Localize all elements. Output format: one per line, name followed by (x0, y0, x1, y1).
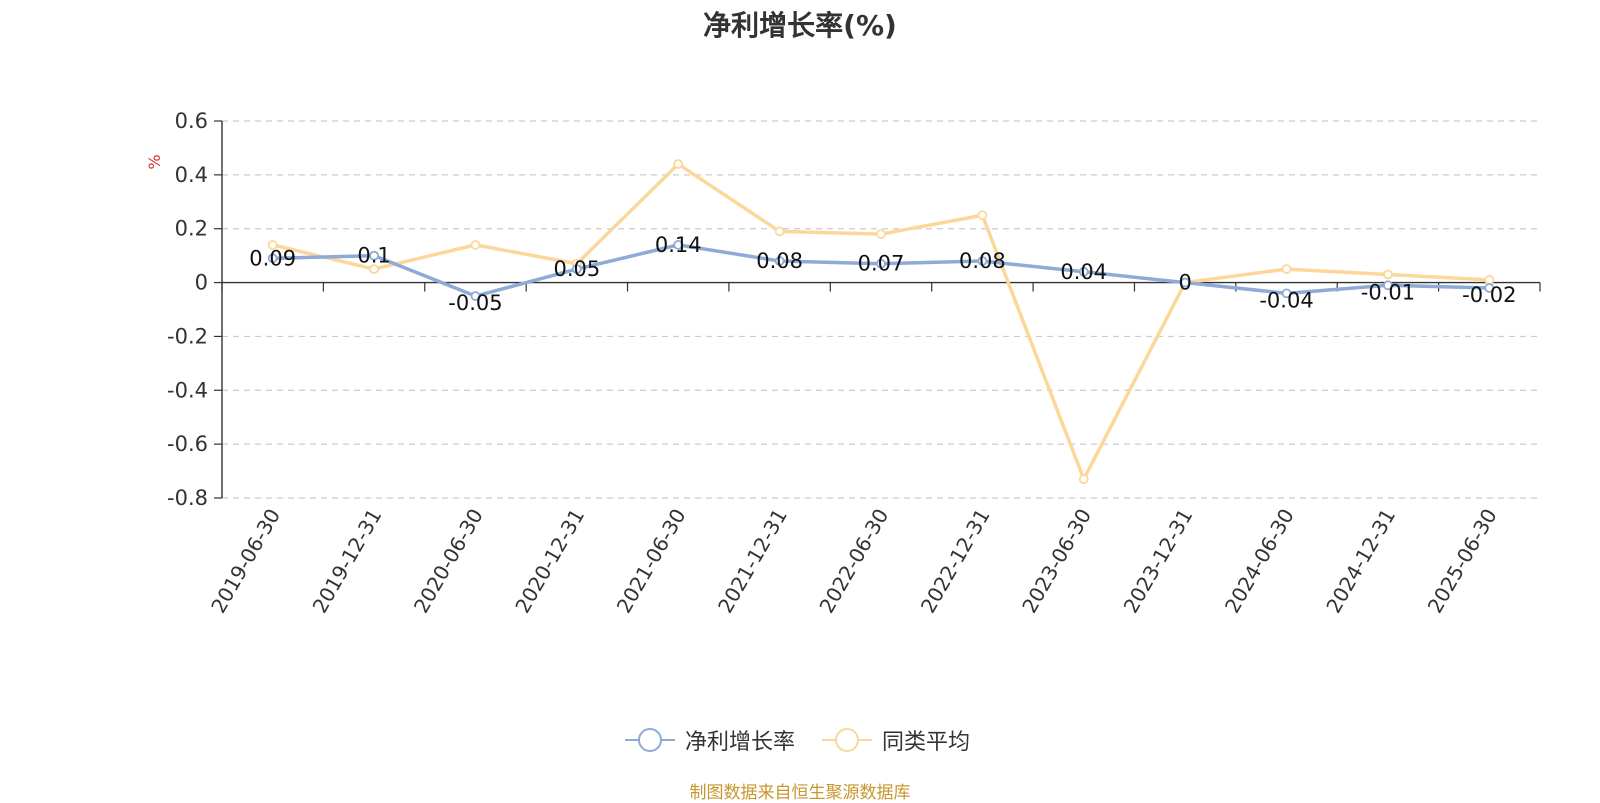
series (267, 159, 1495, 485)
data-point (1180, 277, 1191, 288)
data-label: 0.05 (553, 257, 600, 281)
x-tick-label: 2019-12-31 (308, 505, 387, 618)
data-labels: 0.09 0.1 -0.05 0.05 0.14 0.08 0.07 0.08 0.04 0 -0.… (249, 233, 1516, 315)
data-point (1078, 474, 1089, 485)
x-tick-label: 2023-12-31 (1119, 505, 1198, 618)
data-label: 0.14 (655, 233, 702, 257)
y-tick-label: -0.4 (167, 378, 208, 402)
data-point (470, 291, 481, 301)
source-note: 制图数据来自恒生聚源数据库 (689, 783, 911, 803)
x-tick-label: 2021-06-30 (612, 505, 691, 618)
data-point (774, 226, 785, 237)
data-label: 0.08 (756, 249, 803, 273)
data-point (774, 256, 785, 266)
y-axis-label: % (145, 154, 164, 169)
legend-item-peer-average[interactable]: 同类平均 (822, 720, 970, 760)
data-label: -0.05 (448, 291, 502, 315)
data-point (1383, 280, 1393, 291)
data-point (1078, 266, 1089, 277)
data-point (673, 159, 684, 169)
legend: 净利增长率 同类平均 (0, 720, 1600, 760)
data-point (1383, 269, 1393, 280)
data-label: 0.09 (249, 246, 296, 270)
y-tick-label: -0.6 (167, 432, 208, 456)
data-point (1484, 283, 1495, 293)
chart-title: 净利增长率(%) (703, 9, 897, 42)
data-point (571, 264, 582, 275)
y-tick-label: -0.2 (167, 324, 208, 348)
x-tick-label: 2020-06-30 (409, 505, 488, 618)
data-label: 0 (1178, 271, 1191, 295)
grid-lines (222, 120, 1540, 499)
y-tick-label: 0.2 (175, 217, 208, 241)
x-tick-label: 2019-06-30 (206, 505, 285, 618)
data-label: 0.08 (959, 249, 1006, 273)
data-point (267, 239, 278, 250)
x-tick-label: 2023-06-30 (1017, 505, 1096, 618)
legend-label: 净利增长率 (685, 730, 796, 755)
legend-marker-icon (822, 728, 872, 752)
data-label: 0.07 (858, 252, 905, 276)
data-point (369, 264, 379, 275)
legend-marker-icon (625, 728, 675, 752)
x-tick-label: 2022-06-30 (814, 505, 893, 618)
legend-item-net-profit-growth[interactable]: 净利增长率 (625, 720, 795, 760)
data-point (369, 250, 379, 261)
data-point (876, 229, 886, 240)
data-label: 0.04 (1060, 260, 1107, 284)
x-tick-label: 2020-12-31 (510, 505, 589, 618)
x-tick-label: 2025-06-30 (1423, 505, 1502, 618)
y-tick-label: 0.4 (175, 163, 208, 187)
x-tick-label: 2021-12-31 (713, 505, 792, 618)
x-tick-label: 2024-12-31 (1321, 505, 1400, 618)
data-point (1281, 288, 1292, 299)
data-point (1281, 264, 1292, 275)
data-label: -0.04 (1259, 288, 1313, 312)
legend-label: 同类平均 (882, 730, 971, 755)
data-point (977, 256, 988, 266)
series-line-peer-average (272, 162, 1490, 481)
y-tick-label: 0 (195, 271, 208, 295)
data-label: -0.02 (1462, 283, 1516, 307)
data-point (470, 239, 481, 250)
data-point (673, 239, 684, 250)
data-label: -0.01 (1361, 280, 1415, 304)
data-label: 0.1 (357, 244, 390, 268)
data-point (267, 253, 278, 264)
y-tick-label: -0.8 (167, 486, 208, 510)
data-point (977, 210, 988, 221)
x-tick-label: 2024-06-30 (1220, 505, 1299, 618)
data-point (876, 258, 886, 269)
x-tick-label: 2022-12-31 (916, 505, 995, 618)
y-tick-label: 0.6 (175, 109, 208, 133)
